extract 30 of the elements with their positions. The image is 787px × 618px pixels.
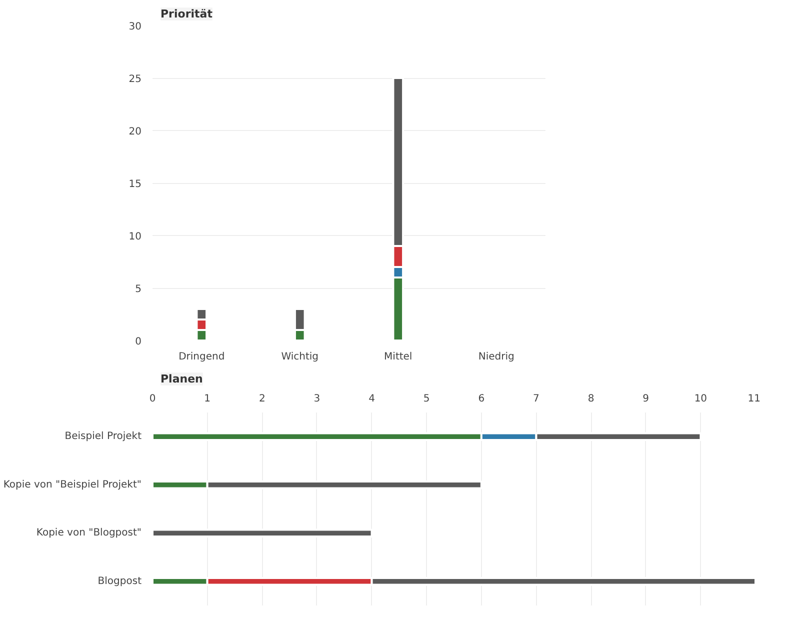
y-tick-label: Beispiel Projekt	[64, 431, 142, 442]
x-tick-label: Niedrig	[478, 352, 514, 362]
x-tick-label: 5	[423, 394, 430, 404]
bar	[152, 528, 373, 538]
chart-title: Planen	[160, 372, 203, 386]
x-tick-label: 9	[642, 394, 650, 404]
x-tick-label: 3	[314, 394, 320, 404]
y-tick-label: 10	[128, 232, 142, 242]
y-tick-label: 0	[135, 336, 142, 348]
x-tick-label: 4	[368, 394, 375, 404]
x-tick-label: 11	[748, 394, 761, 404]
y-tick-label: Blogpost	[98, 576, 142, 587]
y-tick-label: 30	[128, 22, 142, 32]
chart-title: Priorität	[160, 8, 212, 20]
x-tick-label: 8	[588, 394, 594, 404]
y-tick-label: 25	[128, 74, 142, 85]
x-tick-label: 10	[694, 394, 708, 404]
x-tick-label: Mittel	[384, 352, 412, 362]
y-tick-label: Kopie von "Beispiel Projekt"	[3, 479, 142, 490]
y-tick-label: 5	[135, 284, 142, 295]
y-tick-label: Kopie von "Blogpost"	[36, 528, 142, 539]
x-tick-label: Dringend	[178, 352, 225, 362]
x-tick-label: 1	[204, 394, 211, 404]
x-tick-label: 7	[533, 394, 540, 404]
y-tick-label: 20	[128, 126, 142, 138]
x-tick-label: 6	[478, 394, 485, 404]
x-tick-label: Wichtig	[281, 352, 319, 362]
y-tick-label: 15	[128, 179, 142, 190]
x-tick-label: 0	[149, 394, 156, 404]
x-tick-label: 2	[258, 394, 266, 404]
